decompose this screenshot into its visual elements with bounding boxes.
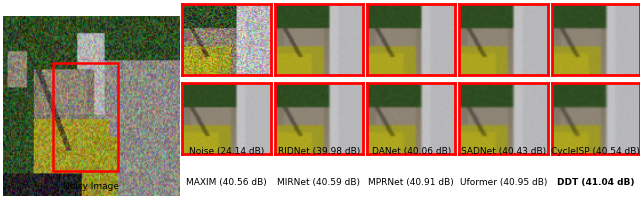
Text: CycleISP (40.54 dB): CycleISP (40.54 dB)	[551, 147, 640, 155]
Text: DANet (40.06 dB): DANet (40.06 dB)	[372, 147, 451, 155]
Text: RIDNet (39.98 dB): RIDNet (39.98 dB)	[278, 147, 360, 155]
Text: SADNet (40.43 dB): SADNet (40.43 dB)	[461, 147, 546, 155]
Text: Uformer (40.95 dB): Uformer (40.95 dB)	[460, 178, 547, 187]
Bar	[52, 63, 118, 171]
Text: Noisy Image: Noisy Image	[63, 182, 119, 191]
Text: DDT (41.04 dB): DDT (41.04 dB)	[557, 178, 634, 187]
Text: MAXIM (40.56 dB): MAXIM (40.56 dB)	[186, 178, 267, 187]
Text: Noise (24.14 dB): Noise (24.14 dB)	[189, 147, 264, 155]
Text: MIRNet (40.59 dB): MIRNet (40.59 dB)	[277, 178, 360, 187]
Text: MPRNet (40.91 dB): MPRNet (40.91 dB)	[369, 178, 454, 187]
